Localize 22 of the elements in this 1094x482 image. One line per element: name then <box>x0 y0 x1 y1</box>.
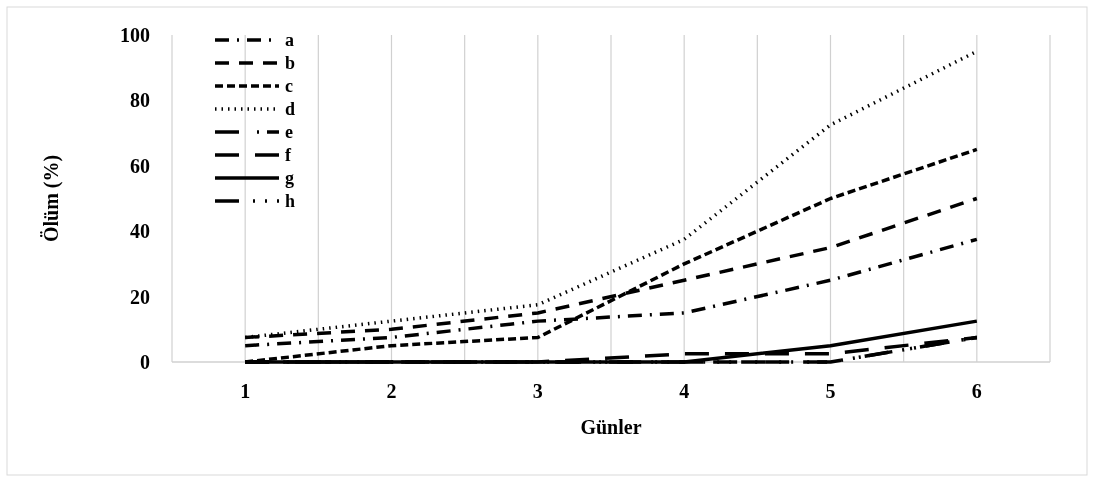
x-tick-label: 4 <box>679 380 690 402</box>
y-tick-label: 20 <box>130 285 150 308</box>
x-tick-label: 5 <box>825 380 836 402</box>
legend-label: g <box>285 168 294 188</box>
y-tick-label: 40 <box>130 220 150 243</box>
y-tick-label: 0 <box>140 351 150 373</box>
x-axis-title: Günler <box>580 416 642 438</box>
legend-label: b <box>285 53 296 73</box>
legend-label: d <box>285 99 296 119</box>
legend-label: a <box>285 30 294 50</box>
y-axis-title: Ölüm (%) <box>40 154 63 243</box>
x-tick-label: 1 <box>240 380 251 402</box>
legend-label: e <box>285 122 293 142</box>
y-tick-label: 60 <box>130 154 150 177</box>
legend-label: c <box>285 76 293 96</box>
y-tick-label: 100 <box>120 24 150 46</box>
x-tick-label: 2 <box>386 380 397 402</box>
y-tick-label: 80 <box>130 89 150 112</box>
x-tick-label: 3 <box>532 380 543 402</box>
legend-label: f <box>285 145 292 165</box>
legend-label: h <box>285 191 296 211</box>
x-tick-label: 6 <box>971 380 982 402</box>
